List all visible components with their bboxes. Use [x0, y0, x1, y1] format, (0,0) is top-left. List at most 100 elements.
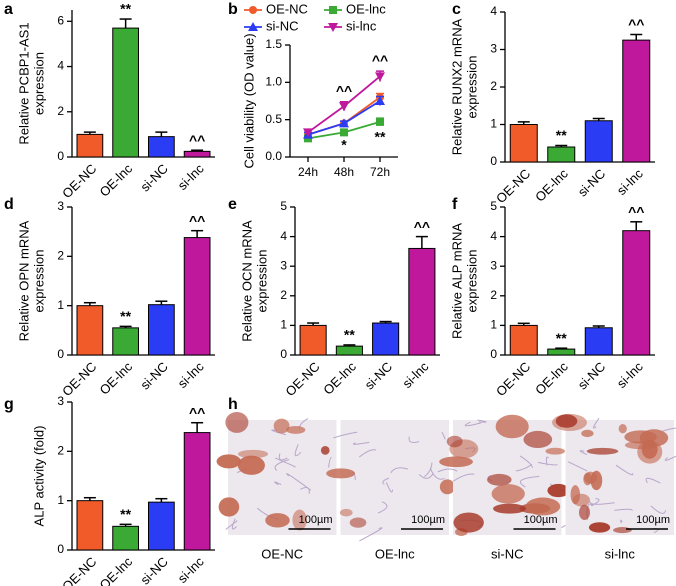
- x-tick-label: OE-lnc: [96, 359, 135, 398]
- fiber: [408, 436, 420, 443]
- stain: [583, 472, 592, 486]
- y-tick-label: 1: [57, 298, 64, 312]
- fiber: [477, 419, 487, 423]
- stain: [349, 517, 367, 528]
- y-tick-label: 3: [57, 199, 64, 213]
- stain: [588, 522, 611, 533]
- x-tick-label: OE-NC: [493, 359, 533, 399]
- significance-mark: **: [344, 327, 355, 343]
- stain: [545, 447, 566, 455]
- y-tick-label: 2: [57, 444, 64, 458]
- bar: [183, 237, 211, 356]
- y-tick-label: 0: [57, 149, 64, 163]
- significance-mark: ^^: [189, 132, 205, 148]
- stain: [286, 425, 306, 434]
- marker: [339, 118, 349, 128]
- fiber: [662, 427, 676, 432]
- fiber: [382, 477, 390, 485]
- bar: [148, 304, 175, 356]
- y-tick-label: 0: [57, 542, 64, 556]
- fiber: [620, 519, 623, 524]
- x-tick-label: 24h: [298, 165, 318, 179]
- marker: [303, 128, 313, 138]
- stain: [547, 483, 570, 498]
- fiber: [424, 462, 433, 478]
- stain: [555, 414, 578, 428]
- x-tick-label: OE-lnc: [96, 554, 135, 586]
- stain: [453, 512, 484, 533]
- stain: [237, 455, 265, 475]
- y-axis-label: expression: [31, 250, 46, 313]
- bar: [299, 324, 327, 356]
- x-tick-label: si-lnc: [614, 359, 646, 391]
- marker: [375, 72, 385, 82]
- stain: [493, 503, 526, 514]
- panel-letter: f: [452, 196, 458, 213]
- significance-mark: ^^: [372, 52, 388, 68]
- x-tick-label: si-NC: [575, 166, 609, 200]
- y-axis-label: Cell viability (OD value): [241, 33, 256, 168]
- stain: [292, 509, 307, 531]
- stain: [525, 497, 561, 516]
- stain: [339, 508, 353, 517]
- y-tick-label: 2: [490, 79, 497, 93]
- legend-label: si-NC: [266, 18, 299, 33]
- panel-letter: b: [228, 1, 238, 18]
- stain: [439, 479, 455, 495]
- stain: [570, 485, 581, 505]
- bar: [112, 27, 139, 158]
- x-tick-label: si-lnc: [175, 161, 207, 193]
- y-tick-label: 3: [490, 42, 497, 56]
- x-tick-label: si-lnc: [175, 359, 207, 391]
- stain: [639, 429, 669, 447]
- panel-letter: d: [4, 196, 14, 213]
- stain: [439, 456, 473, 468]
- fiber: [650, 505, 667, 514]
- stain: [320, 446, 330, 455]
- micrograph-image: [340, 420, 449, 535]
- bar: [584, 327, 613, 356]
- fiber: [271, 429, 287, 436]
- panel-letter: h: [228, 396, 238, 413]
- stain: [618, 424, 627, 434]
- bar: [547, 146, 576, 163]
- image-label: si-lnc: [605, 546, 636, 561]
- bar: [76, 500, 104, 551]
- y-axis-label: Relative ALP mRNA: [449, 223, 464, 339]
- stain: [446, 435, 463, 448]
- fiber: [300, 487, 310, 494]
- stain: [218, 497, 240, 517]
- y-tick-label: 1: [280, 318, 287, 332]
- y-tick-label: 0.0: [265, 149, 282, 163]
- significance-mark: **: [120, 1, 131, 17]
- y-tick-label: 0: [280, 347, 287, 361]
- x-tick-label: si-lnc: [614, 166, 646, 198]
- fiber: [615, 464, 634, 476]
- bar: [183, 432, 211, 551]
- y-tick-label: 2: [490, 288, 497, 302]
- y-tick-label: 5: [280, 199, 287, 213]
- bar: [547, 348, 576, 356]
- stain: [225, 411, 249, 433]
- legend-marker: [329, 6, 337, 14]
- stain: [613, 527, 632, 534]
- panel-letter: e: [228, 196, 237, 213]
- x-tick-label: si-NC: [137, 161, 171, 195]
- fiber: [294, 444, 302, 457]
- legend-label: OE-NC: [266, 1, 308, 16]
- marker: [375, 96, 385, 105]
- bar: [622, 230, 651, 356]
- fiber: [437, 468, 458, 473]
- stain: [491, 484, 525, 504]
- legend-label: si-lnc: [346, 18, 377, 33]
- fiber: [377, 501, 388, 514]
- fiber: [385, 482, 394, 493]
- y-tick-label: 1.0: [265, 75, 282, 89]
- bar: [183, 150, 211, 158]
- y-tick-label: 2: [280, 288, 287, 302]
- y-tick-label: 4: [280, 229, 287, 243]
- fiber: [645, 477, 661, 484]
- x-tick-label: OE-NC: [59, 554, 99, 586]
- x-tick-label: 48h: [334, 165, 354, 179]
